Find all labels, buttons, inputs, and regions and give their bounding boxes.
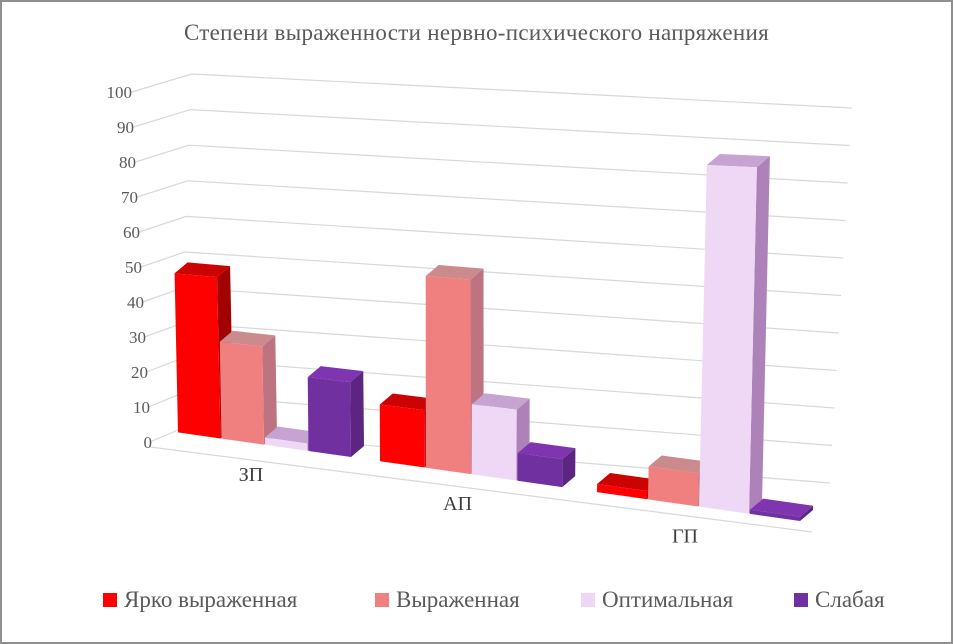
bar-side-ЗП-3 [350, 371, 364, 458]
bar-АП-1 [425, 275, 471, 475]
y-tick-label: 70 [121, 188, 138, 207]
legend-item-2: Оптимальная [581, 584, 733, 616]
gridline [131, 73, 853, 109]
y-tick-label: 20 [131, 363, 148, 382]
legend-item-0: Ярко выраженная [103, 584, 297, 616]
bar-top-ЗП-3 [307, 366, 364, 383]
bar-top-АП-3 [517, 442, 576, 460]
y-tick-label: 30 [129, 328, 146, 347]
bar-АП-0 [379, 404, 425, 468]
bar-top-ГП-1 [648, 455, 712, 474]
bar-ГП-0 [597, 483, 648, 500]
bar-top-ГП-0 [597, 472, 661, 491]
bar-side-ГП-3 [800, 505, 814, 521]
gridline [135, 144, 848, 184]
bar-top-АП-1 [425, 264, 484, 280]
legend-label: Оптимальная [602, 587, 734, 612]
chart-title: Степени выраженности нервно-психического… [183, 20, 770, 45]
bar-side-АП-3 [562, 448, 576, 488]
legend-label: Слабая [815, 587, 885, 612]
bar-ГП-2 [699, 165, 757, 514]
bar-side-ГП-2 [749, 156, 770, 514]
bar-ГП-3 [750, 509, 801, 521]
legend-swatch-icon [375, 593, 389, 607]
bar-top-ЗП-0 [174, 262, 231, 278]
legend-swatch-icon [103, 593, 117, 607]
bar-side-ЗП-1 [262, 335, 277, 445]
legend-label: Выраженная [396, 587, 520, 612]
bar-ЗП-0 [174, 273, 221, 439]
bar-top-АП-0 [379, 393, 438, 411]
category-label-ЗП: ЗП [239, 464, 263, 486]
gridline [133, 108, 850, 147]
gridline [140, 251, 842, 297]
bar-top-ЗП-1 [219, 330, 276, 347]
bar-ГП-1 [648, 466, 699, 507]
y-tick-label: 0 [144, 433, 153, 452]
bar-top-ГП-2 [706, 154, 770, 168]
bar-top-ЗП-2 [264, 426, 321, 444]
bar-АП-2 [471, 404, 517, 481]
y-tick-label: 50 [125, 258, 142, 277]
category-label-АП: АП [443, 493, 472, 515]
gridline [137, 180, 846, 222]
y-tick-label: 80 [119, 153, 136, 172]
bar-ЗП-2 [264, 437, 308, 451]
bar-АП-3 [517, 453, 563, 488]
legend-swatch-icon [794, 593, 808, 607]
floor-edge [149, 446, 813, 533]
legend-swatch-icon [581, 593, 595, 607]
legend-label: Ярко выраженная [124, 587, 298, 612]
chart-legend: Ярко выраженная Выраженная Оптимальная Слаб… [0, 584, 953, 616]
y-tick-label: 10 [133, 398, 150, 417]
y-tick-label: 90 [117, 118, 134, 137]
legend-item-1: Выраженная [375, 584, 520, 616]
gridline [138, 215, 844, 259]
bar-top-ГП-3 [750, 498, 814, 517]
bar-top-АП-2 [471, 393, 530, 410]
bar-ЗП-3 [307, 377, 351, 458]
y-tick-label: 100 [107, 83, 133, 102]
category-label-ГП: ГП [672, 526, 698, 548]
bar-ЗП-1 [219, 341, 264, 445]
legend-item-3: Слабая [794, 584, 885, 616]
y-tick-label: 60 [123, 223, 140, 242]
y-tick-label: 40 [127, 293, 144, 312]
